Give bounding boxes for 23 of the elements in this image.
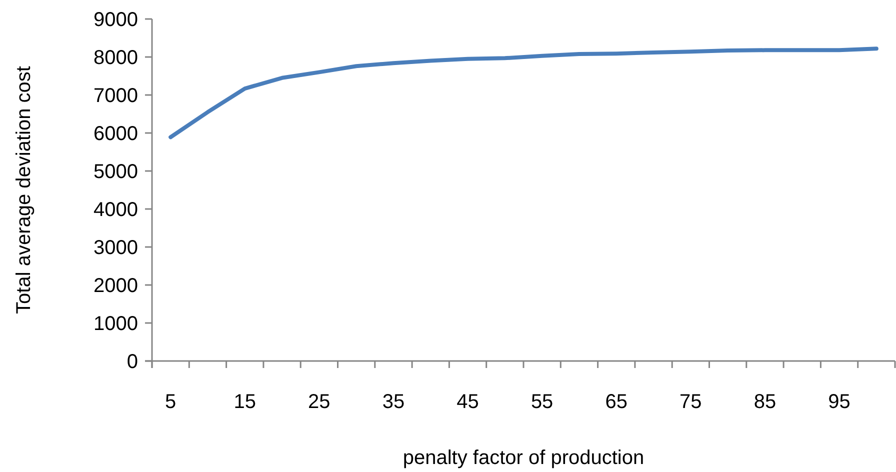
x-tick-label: 45: [456, 391, 479, 413]
x-tick-label: 25: [308, 391, 330, 413]
x-tick-label: 95: [828, 391, 850, 413]
y-tick-label: 3000: [94, 237, 138, 259]
x-tick-label: 15: [234, 391, 256, 413]
y-tick-label: 1000: [94, 313, 138, 335]
y-tick-label: 6000: [94, 123, 138, 145]
x-tick-label: 5: [165, 391, 176, 413]
x-tick-label: 55: [530, 391, 554, 413]
x-tick-label: 65: [605, 391, 628, 413]
y-tick-label: 7000: [94, 85, 138, 107]
x-axis-title: penalty factor of production: [402, 447, 644, 469]
y-tick-label: 9000: [94, 9, 138, 31]
x-tick-label: 35: [382, 391, 405, 413]
y-tick-label: 0: [126, 351, 138, 373]
y-axis-title: Total average deviation cost: [13, 66, 35, 314]
y-tick-label: 5000: [94, 161, 138, 183]
x-tick-label: 75: [680, 391, 702, 413]
y-tick-label: 4000: [94, 199, 138, 221]
y-tick-label: 8000: [94, 47, 138, 69]
y-tick-label: 2000: [94, 275, 138, 297]
line-series: [168, 46, 878, 140]
x-tick-label: 85: [754, 391, 776, 413]
